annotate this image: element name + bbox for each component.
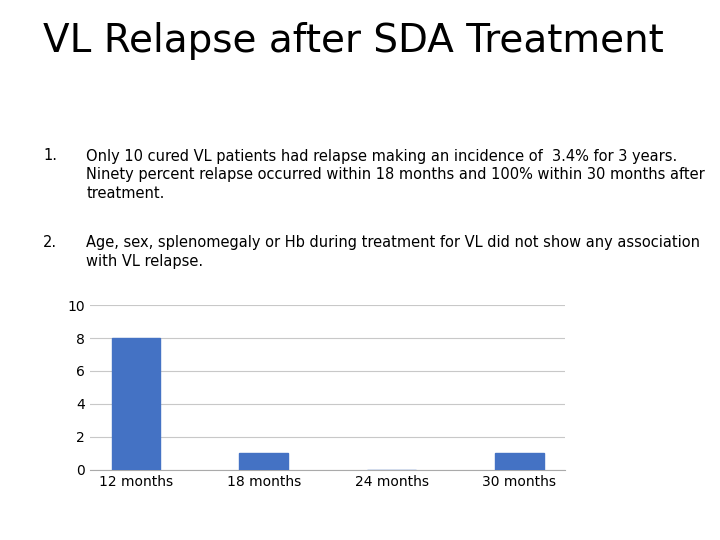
Bar: [112, 338, 160, 470]
Bar: [240, 454, 288, 470]
Text: Age, sex, splenomegaly or Hb during treatment for VL did not show any associatio: Age, sex, splenomegaly or Hb during trea…: [86, 235, 701, 268]
Text: VL Relapse after SDA Treatment: VL Relapse after SDA Treatment: [43, 22, 664, 59]
Text: 2.: 2.: [43, 235, 58, 250]
Text: 1.: 1.: [43, 148, 57, 164]
Text: Only 10 cured VL patients had relapse making an incidence of  3.4% for 3 years.
: Only 10 cured VL patients had relapse ma…: [86, 148, 705, 201]
Bar: [495, 454, 544, 470]
